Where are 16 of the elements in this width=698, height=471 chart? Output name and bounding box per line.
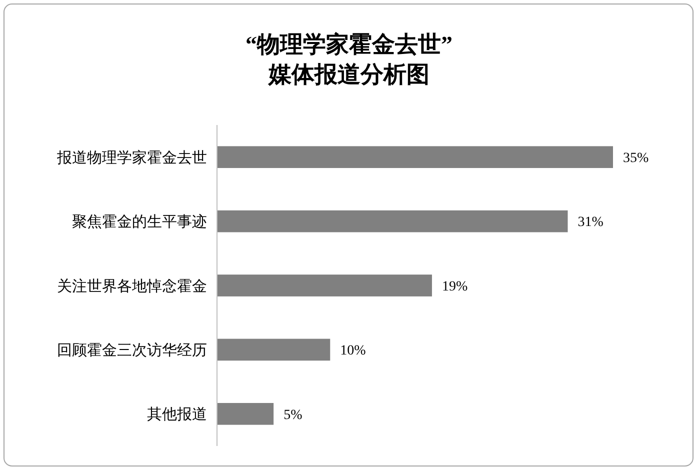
y-tick-label: 报道物理学家霍金去世 xyxy=(56,149,207,166)
bar xyxy=(217,402,274,425)
data-label: 35% xyxy=(623,151,649,166)
y-tick-label: 关注世界各地悼念霍金 xyxy=(57,278,207,295)
bar xyxy=(217,338,330,361)
bar xyxy=(217,210,568,232)
chart-title: “物理学家霍金去世” 媒体报道分析图 xyxy=(246,31,452,87)
bar xyxy=(217,274,432,296)
data-label: 5% xyxy=(284,408,303,423)
bar xyxy=(217,146,613,168)
data-label: 19% xyxy=(442,279,468,294)
data-label: 10% xyxy=(340,344,366,359)
y-tick-label: 聚焦霍金的生平事迹 xyxy=(72,214,207,231)
y-tick-label: 回顾霍金三次访华经历 xyxy=(57,342,207,359)
y-tick-label: 其他报道 xyxy=(147,406,207,424)
data-label: 31% xyxy=(578,215,604,230)
